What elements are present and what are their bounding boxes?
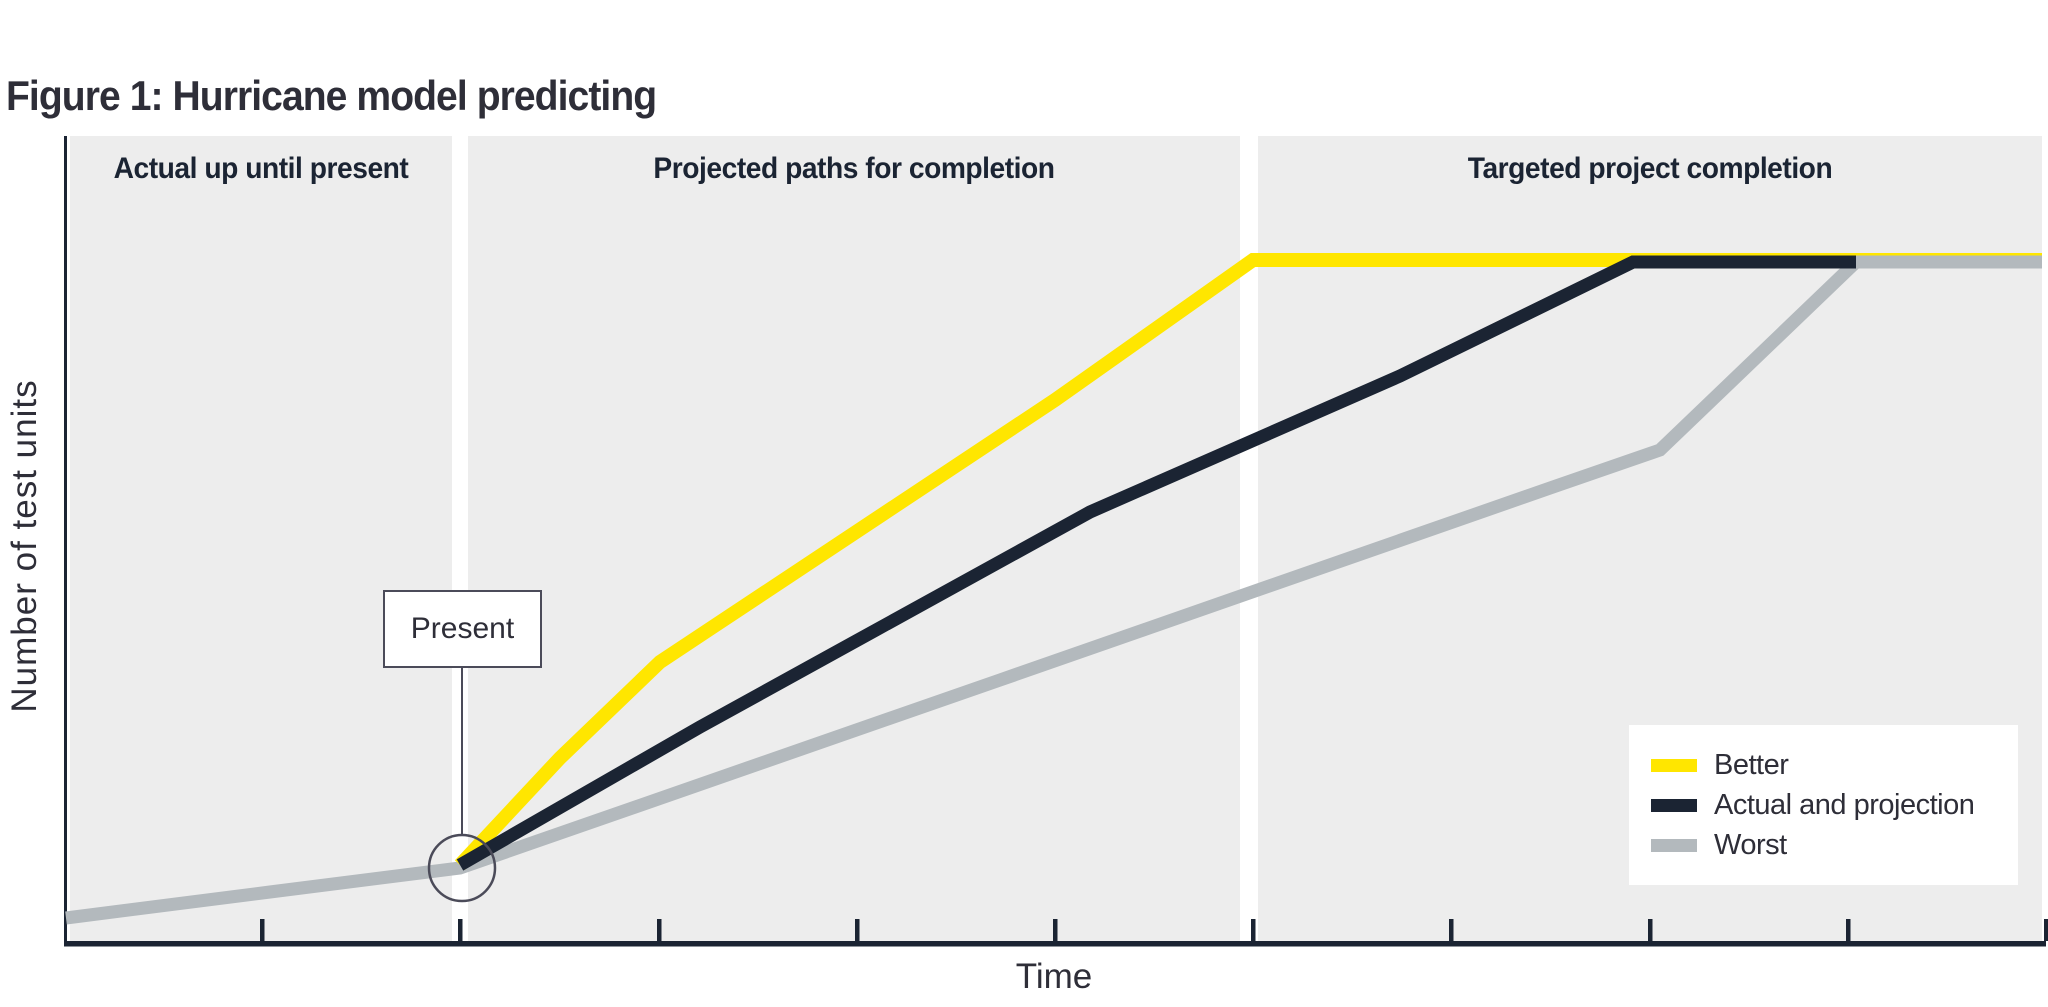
series-line-worst (65, 255, 2042, 925)
y-axis-line (64, 136, 67, 946)
x-axis-tick-8 (1846, 919, 1851, 941)
section-header-actual: Actual up until present (113, 152, 409, 185)
legend-label-worst: Worst (1714, 828, 1787, 861)
x-axis-tick-9 (2044, 919, 2048, 941)
figure-title: Figure 1: Hurricane model predicting (6, 72, 657, 119)
legend: Better Actual and projection Worst (1629, 725, 2018, 885)
legend-swatch-worst-icon (1651, 838, 1697, 852)
legend-row-worst: Worst (1651, 825, 2018, 865)
legend-label-better: Better (1714, 748, 1789, 781)
x-axis-label: Time (1015, 957, 1093, 996)
x-axis-tick-7 (1648, 919, 1653, 941)
present-circle-icon (427, 833, 497, 903)
legend-swatch-actual-icon (1651, 798, 1697, 812)
x-axis-tick-1 (458, 919, 463, 941)
x-axis-tick-6 (1449, 919, 1454, 941)
present-annotation-box: Present (383, 590, 542, 668)
legend-label-actual: Actual and projection (1714, 788, 1975, 821)
x-axis-line (64, 941, 2046, 947)
legend-swatch-better-icon (1651, 758, 1697, 772)
legend-row-actual: Actual and projection (1651, 785, 2018, 825)
legend-row-better: Better (1651, 745, 2018, 785)
section-panel-0 (70, 136, 452, 946)
x-axis-tick-3 (855, 919, 860, 941)
present-annotation-label: Present (410, 612, 515, 645)
x-axis-tick-2 (657, 919, 662, 941)
x-axis-tick-0 (260, 919, 265, 941)
section-header-targeted: Targeted project completion (1467, 152, 1833, 185)
section-header-projected: Projected paths for completion (653, 152, 1055, 185)
x-axis-tick-4 (1053, 919, 1058, 941)
y-axis-label: Number of test units (5, 379, 44, 713)
x-axis-tick-5 (1251, 919, 1256, 941)
series-line-actual-and-projection (456, 255, 2042, 871)
series-line-better (454, 253, 2042, 870)
